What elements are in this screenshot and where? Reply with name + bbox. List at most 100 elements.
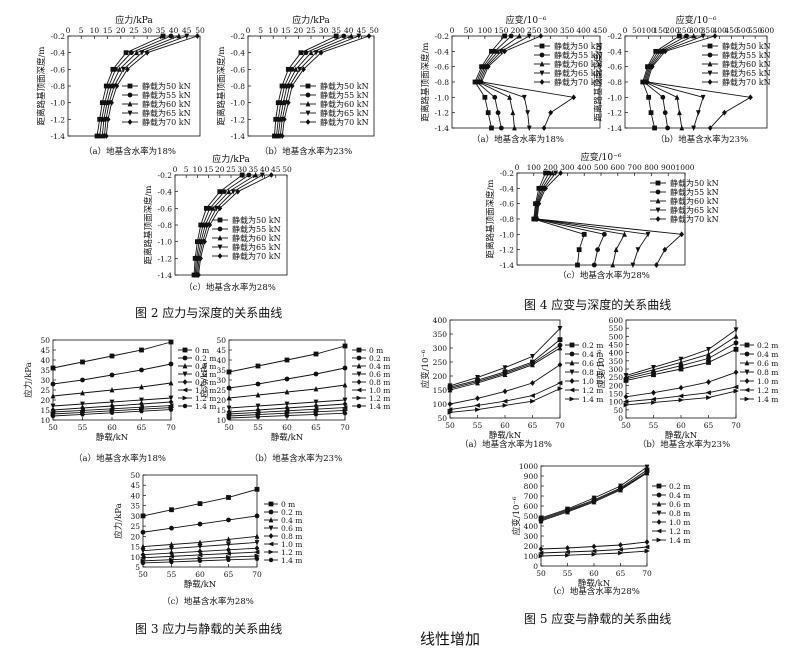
fig5c-y-title: 应变/10⁻⁶ xyxy=(511,496,522,535)
fig2b-legend-label: 静载为55 kN xyxy=(320,90,369,100)
fig4a-y-title: 距离路基顶面深度/m xyxy=(420,43,431,122)
fig3a-data-point xyxy=(80,390,85,396)
fig3c-data-point xyxy=(169,541,174,547)
fig2b-data-point xyxy=(356,33,362,39)
fig4b-x-tick-label: 450 xyxy=(724,26,739,35)
fig3c-x-tick-label: 55 xyxy=(167,570,177,579)
fig2c-chart: 0 5 10 15 20 25 30 35 40 45 50 -0.2 -0.4 -0.6 -0.8 -1.0… xyxy=(143,153,292,293)
fig5a-y-tick-label: 300 xyxy=(433,344,448,353)
fig5c-x-tick-label: 55 xyxy=(563,569,573,578)
fig5b-data-point xyxy=(623,399,629,405)
fig4b-data-point xyxy=(648,110,654,116)
fig3b-data-point xyxy=(284,405,290,411)
cut-off-body-text: 线性增加 xyxy=(420,630,481,648)
fig3b-legend-marker xyxy=(356,371,362,377)
fig4c-data-point xyxy=(654,262,659,268)
fig2a-data-point xyxy=(103,133,109,139)
fig5a-data-point xyxy=(530,380,535,386)
fig4c-y-tick-label: -1.4 xyxy=(500,261,515,270)
fig5b-data-point xyxy=(623,402,629,408)
fig3a-data-point xyxy=(139,401,144,407)
fig5b-data-point xyxy=(706,360,711,365)
fig2a-data-point xyxy=(110,66,116,72)
fig3c-legend-marker xyxy=(268,509,274,515)
fig3b-legend-marker xyxy=(356,379,362,385)
fig5b-legend-marker xyxy=(744,351,750,357)
fig3a-x-tick-label: 60 xyxy=(107,423,117,432)
fig3c-y-tick-label: 35 xyxy=(130,502,140,511)
fig5b-data-point xyxy=(678,393,684,399)
fig4c-legend-marker xyxy=(655,180,661,186)
fig2c-data-point xyxy=(226,188,232,195)
fig2a-data-point xyxy=(194,33,200,39)
fig3b-y-tick-label: 50 xyxy=(216,336,226,345)
fig5c-series-line xyxy=(540,469,648,520)
fig5a-legend-marker xyxy=(569,378,575,384)
fig3c-y-tick-label: 45 xyxy=(130,481,140,490)
fig3c-data-point xyxy=(254,513,260,519)
fig4c-data-point xyxy=(591,262,597,268)
fig4a-x-tick-label: 150 xyxy=(494,26,509,35)
fig5-caption: 图 5 应变与静载的关系曲线 xyxy=(524,612,672,626)
fig4a-y-tick-label: -0.6 xyxy=(435,63,450,72)
fig2a-legend-marker xyxy=(127,83,133,89)
fig5b-y-tick-label: 550 xyxy=(609,324,624,333)
fig2a-panel-label: （a）地基含水率为18% xyxy=(84,146,176,157)
fig5a-x-tick-label: 50 xyxy=(445,421,455,430)
fig4c-y-tick-label: -1.0 xyxy=(500,230,515,239)
fig2a-chart: 0 5 10 15 20 25 30 35 40 45 50 -0.2 -0.4 -0.6 -0.8 -1.0… xyxy=(36,14,205,157)
fig2a-legend-label: 静载为60 kN xyxy=(142,99,191,109)
fig5a-legend-marker xyxy=(569,387,575,393)
fig4c-data-point xyxy=(536,200,542,207)
fig4c-data-point xyxy=(630,262,636,268)
fig3c-data-point xyxy=(197,544,203,550)
fig5b-y-tick-label: 0 xyxy=(618,414,623,423)
fig3b-x-tick-label: 65 xyxy=(311,423,321,432)
fig3b-data-point xyxy=(255,414,261,419)
fig4a-data-point xyxy=(517,33,522,39)
fig3a-data-point xyxy=(139,409,144,414)
fig5a-data-point xyxy=(557,337,563,342)
fig3b-legend-label: 1.0 m xyxy=(369,386,390,395)
fig2a-data-point xyxy=(144,49,150,56)
fig5c-legend-label: 0.8 m xyxy=(669,509,690,518)
fig4b-y-tick-label: -0.8 xyxy=(608,78,623,87)
fig3a-data-point xyxy=(168,339,174,345)
fig5b-x-tick-label: 70 xyxy=(731,421,741,430)
fig4b-legend-label: 静载为65 kN xyxy=(722,68,771,78)
fig5c-legend-marker xyxy=(656,483,662,489)
fig3b-data-point xyxy=(342,401,348,407)
fig4a-data-point xyxy=(571,94,577,101)
fig4c-data-point xyxy=(543,185,548,192)
fig2c-x-title: 应力/kPa xyxy=(212,153,250,165)
fig3a-data-point xyxy=(80,412,85,417)
fig2a-legend-label: 静载为65 kN xyxy=(142,108,191,118)
fig3a-legend-marker xyxy=(182,379,188,385)
fig2a-data-point xyxy=(134,49,140,56)
fig5b-y-tick-label: 250 xyxy=(609,373,624,382)
fig5c-y-tick-label: 900 xyxy=(524,472,539,481)
fig5b-data-point xyxy=(706,395,712,400)
fig4b-legend-label: 静载为55 kN xyxy=(722,50,771,60)
fig5b-x-tick-label: 55 xyxy=(649,421,659,430)
fig5c-data-point xyxy=(618,487,623,493)
fig3c-data-point xyxy=(254,486,260,492)
fig4b-legend-marker xyxy=(707,61,713,67)
fig5c-data-point xyxy=(644,464,650,470)
fig2a-legend-marker xyxy=(127,119,133,125)
fig3a-data-point xyxy=(109,372,115,378)
fig4b-x-tick-label: 500 xyxy=(736,26,751,35)
fig2c-panel-label: （c）地基含水率为28% xyxy=(184,282,276,293)
fig5a-data-point xyxy=(475,407,481,412)
fig3b-data-point xyxy=(255,407,261,413)
fig5b-data-point xyxy=(706,379,711,385)
fig4b-x-tick-label: 600 xyxy=(760,26,775,35)
fig5a-legend-marker xyxy=(569,396,575,402)
fig5c-panel-label: （c）地基含水率为28% xyxy=(548,586,640,597)
fig3c-y-tick-label: 15 xyxy=(130,543,140,552)
fig2c-data-point xyxy=(207,205,213,211)
fig3b-legend-marker xyxy=(356,347,362,353)
fig3c-legend-label: 0.6 m xyxy=(281,524,302,533)
fig3c-y-tick-label: 10 xyxy=(130,553,140,562)
fig3b-data-point xyxy=(284,376,290,382)
